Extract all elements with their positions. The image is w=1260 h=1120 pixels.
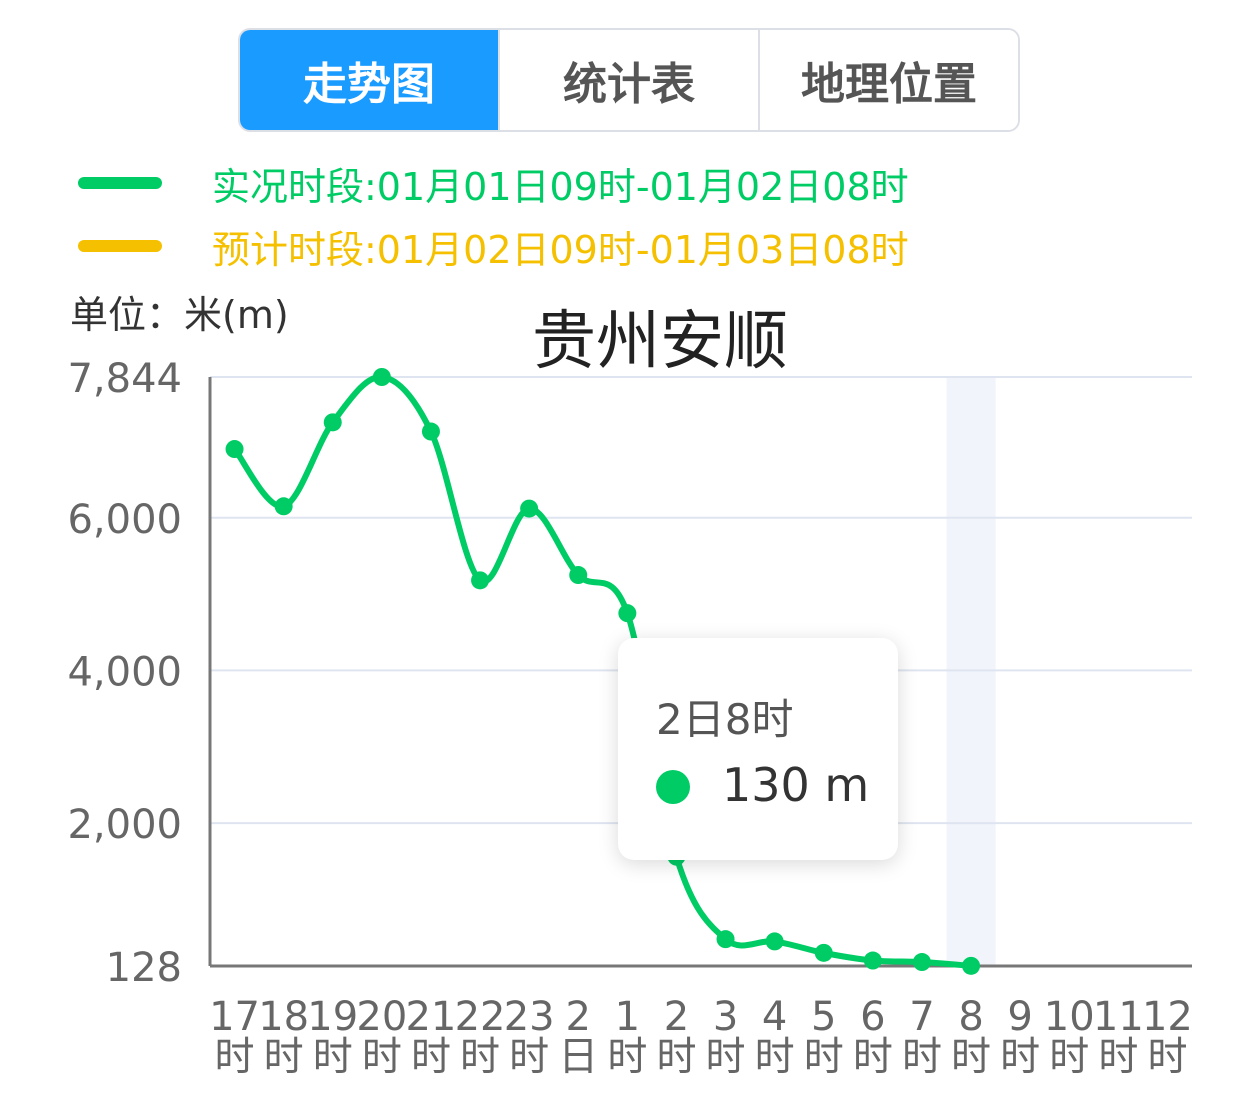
x-tick-label: 23	[504, 994, 555, 1040]
x-tick-label: 2	[566, 994, 591, 1040]
unit-label: 单位：米(m)	[70, 293, 289, 337]
x-tick-unit: 时	[706, 1034, 746, 1080]
tab-location[interactable]: 地理位置	[758, 30, 1018, 130]
legend-swatch-observed	[78, 177, 162, 189]
x-tick-unit: 时	[264, 1034, 304, 1080]
tooltip-value: 130 m	[722, 758, 870, 812]
x-tick-label: 19	[307, 994, 358, 1040]
data-point	[569, 566, 588, 585]
data-point	[618, 604, 637, 623]
x-tick-label: 20	[356, 994, 407, 1040]
chart-title: 贵州安顺	[532, 305, 788, 379]
x-tick-label: 21	[405, 994, 456, 1040]
tab-trend[interactable]: 走势图	[240, 30, 498, 130]
x-tick-unit: 时	[1049, 1034, 1089, 1080]
x-tick-label: 22	[455, 994, 506, 1040]
y-tick-label: 4,000	[67, 649, 182, 695]
data-point	[863, 951, 882, 970]
x-tick-unit: 时	[656, 1034, 696, 1080]
data-point	[520, 499, 539, 518]
data-point	[471, 571, 490, 590]
x-tick-unit: 时	[313, 1034, 353, 1080]
x-tick-label: 8	[958, 994, 983, 1040]
x-tick-unit: 时	[1147, 1034, 1187, 1080]
legend-item-forecast: 预计时段:01月02日09时-01月03日08时	[78, 218, 909, 274]
x-tick-unit: 时	[460, 1034, 500, 1080]
y-tick-label: 6,000	[67, 497, 182, 543]
x-tick-unit: 日	[558, 1034, 598, 1080]
x-tick-unit: 时	[755, 1034, 795, 1080]
x-tick-label: 18	[258, 994, 309, 1040]
x-tick-unit: 时	[607, 1034, 647, 1080]
x-tick-label: 12	[1142, 994, 1193, 1040]
x-tick-label: 5	[811, 994, 836, 1040]
data-point	[962, 956, 981, 975]
tooltip-time: 2日8时	[656, 695, 794, 744]
x-tick-label: 17	[209, 994, 260, 1040]
legend-text-observed: 实况时段:01月01日09时-01月02日08时	[212, 164, 909, 209]
x-tick-unit: 时	[1098, 1034, 1138, 1080]
x-tick-label: 11	[1093, 994, 1144, 1040]
legend-item-observed: 实况时段:01月01日09时-01月02日08时	[78, 155, 909, 211]
view-tabs: 走势图 统计表 地理位置	[238, 28, 1020, 132]
data-point	[814, 943, 833, 962]
data-point	[716, 930, 735, 949]
highlight-band	[946, 377, 996, 966]
x-tick-unit: 时	[853, 1034, 893, 1080]
x-tick-label: 7	[909, 994, 934, 1040]
tab-statistics[interactable]: 统计表	[498, 30, 758, 130]
x-tick-label: 9	[1007, 994, 1032, 1040]
x-tick-label: 10	[1044, 994, 1095, 1040]
data-point	[225, 440, 244, 459]
y-tick-label: 7,844	[67, 356, 182, 402]
x-tick-label: 6	[860, 994, 885, 1040]
tooltip-series-dot	[656, 770, 690, 804]
x-tick-unit: 时	[215, 1034, 255, 1080]
data-point	[421, 422, 440, 441]
x-tick-unit: 时	[411, 1034, 451, 1080]
x-tick-unit: 时	[951, 1034, 991, 1080]
x-tick-label: 2	[664, 994, 689, 1040]
x-tick-unit: 时	[1000, 1034, 1040, 1080]
x-tick-label: 4	[762, 994, 787, 1040]
data-point	[372, 368, 391, 386]
tooltip: 2日8时 130 m	[618, 638, 898, 860]
x-tick-unit: 时	[509, 1034, 549, 1080]
legend-swatch-forecast	[78, 240, 162, 252]
y-tick-label: 128	[106, 945, 182, 991]
data-point	[912, 953, 931, 972]
x-tick-unit: 时	[804, 1034, 844, 1080]
data-point	[323, 413, 342, 432]
x-tick-unit: 时	[902, 1034, 942, 1080]
x-tick-label: 3	[713, 994, 738, 1040]
x-tick-label: 1	[615, 994, 640, 1040]
data-point	[765, 932, 784, 951]
y-tick-label: 2,000	[67, 802, 182, 848]
data-point	[274, 497, 293, 516]
x-tick-unit: 时	[362, 1034, 402, 1080]
legend-text-forecast: 预计时段:01月02日09时-01月03日08时	[212, 227, 909, 272]
